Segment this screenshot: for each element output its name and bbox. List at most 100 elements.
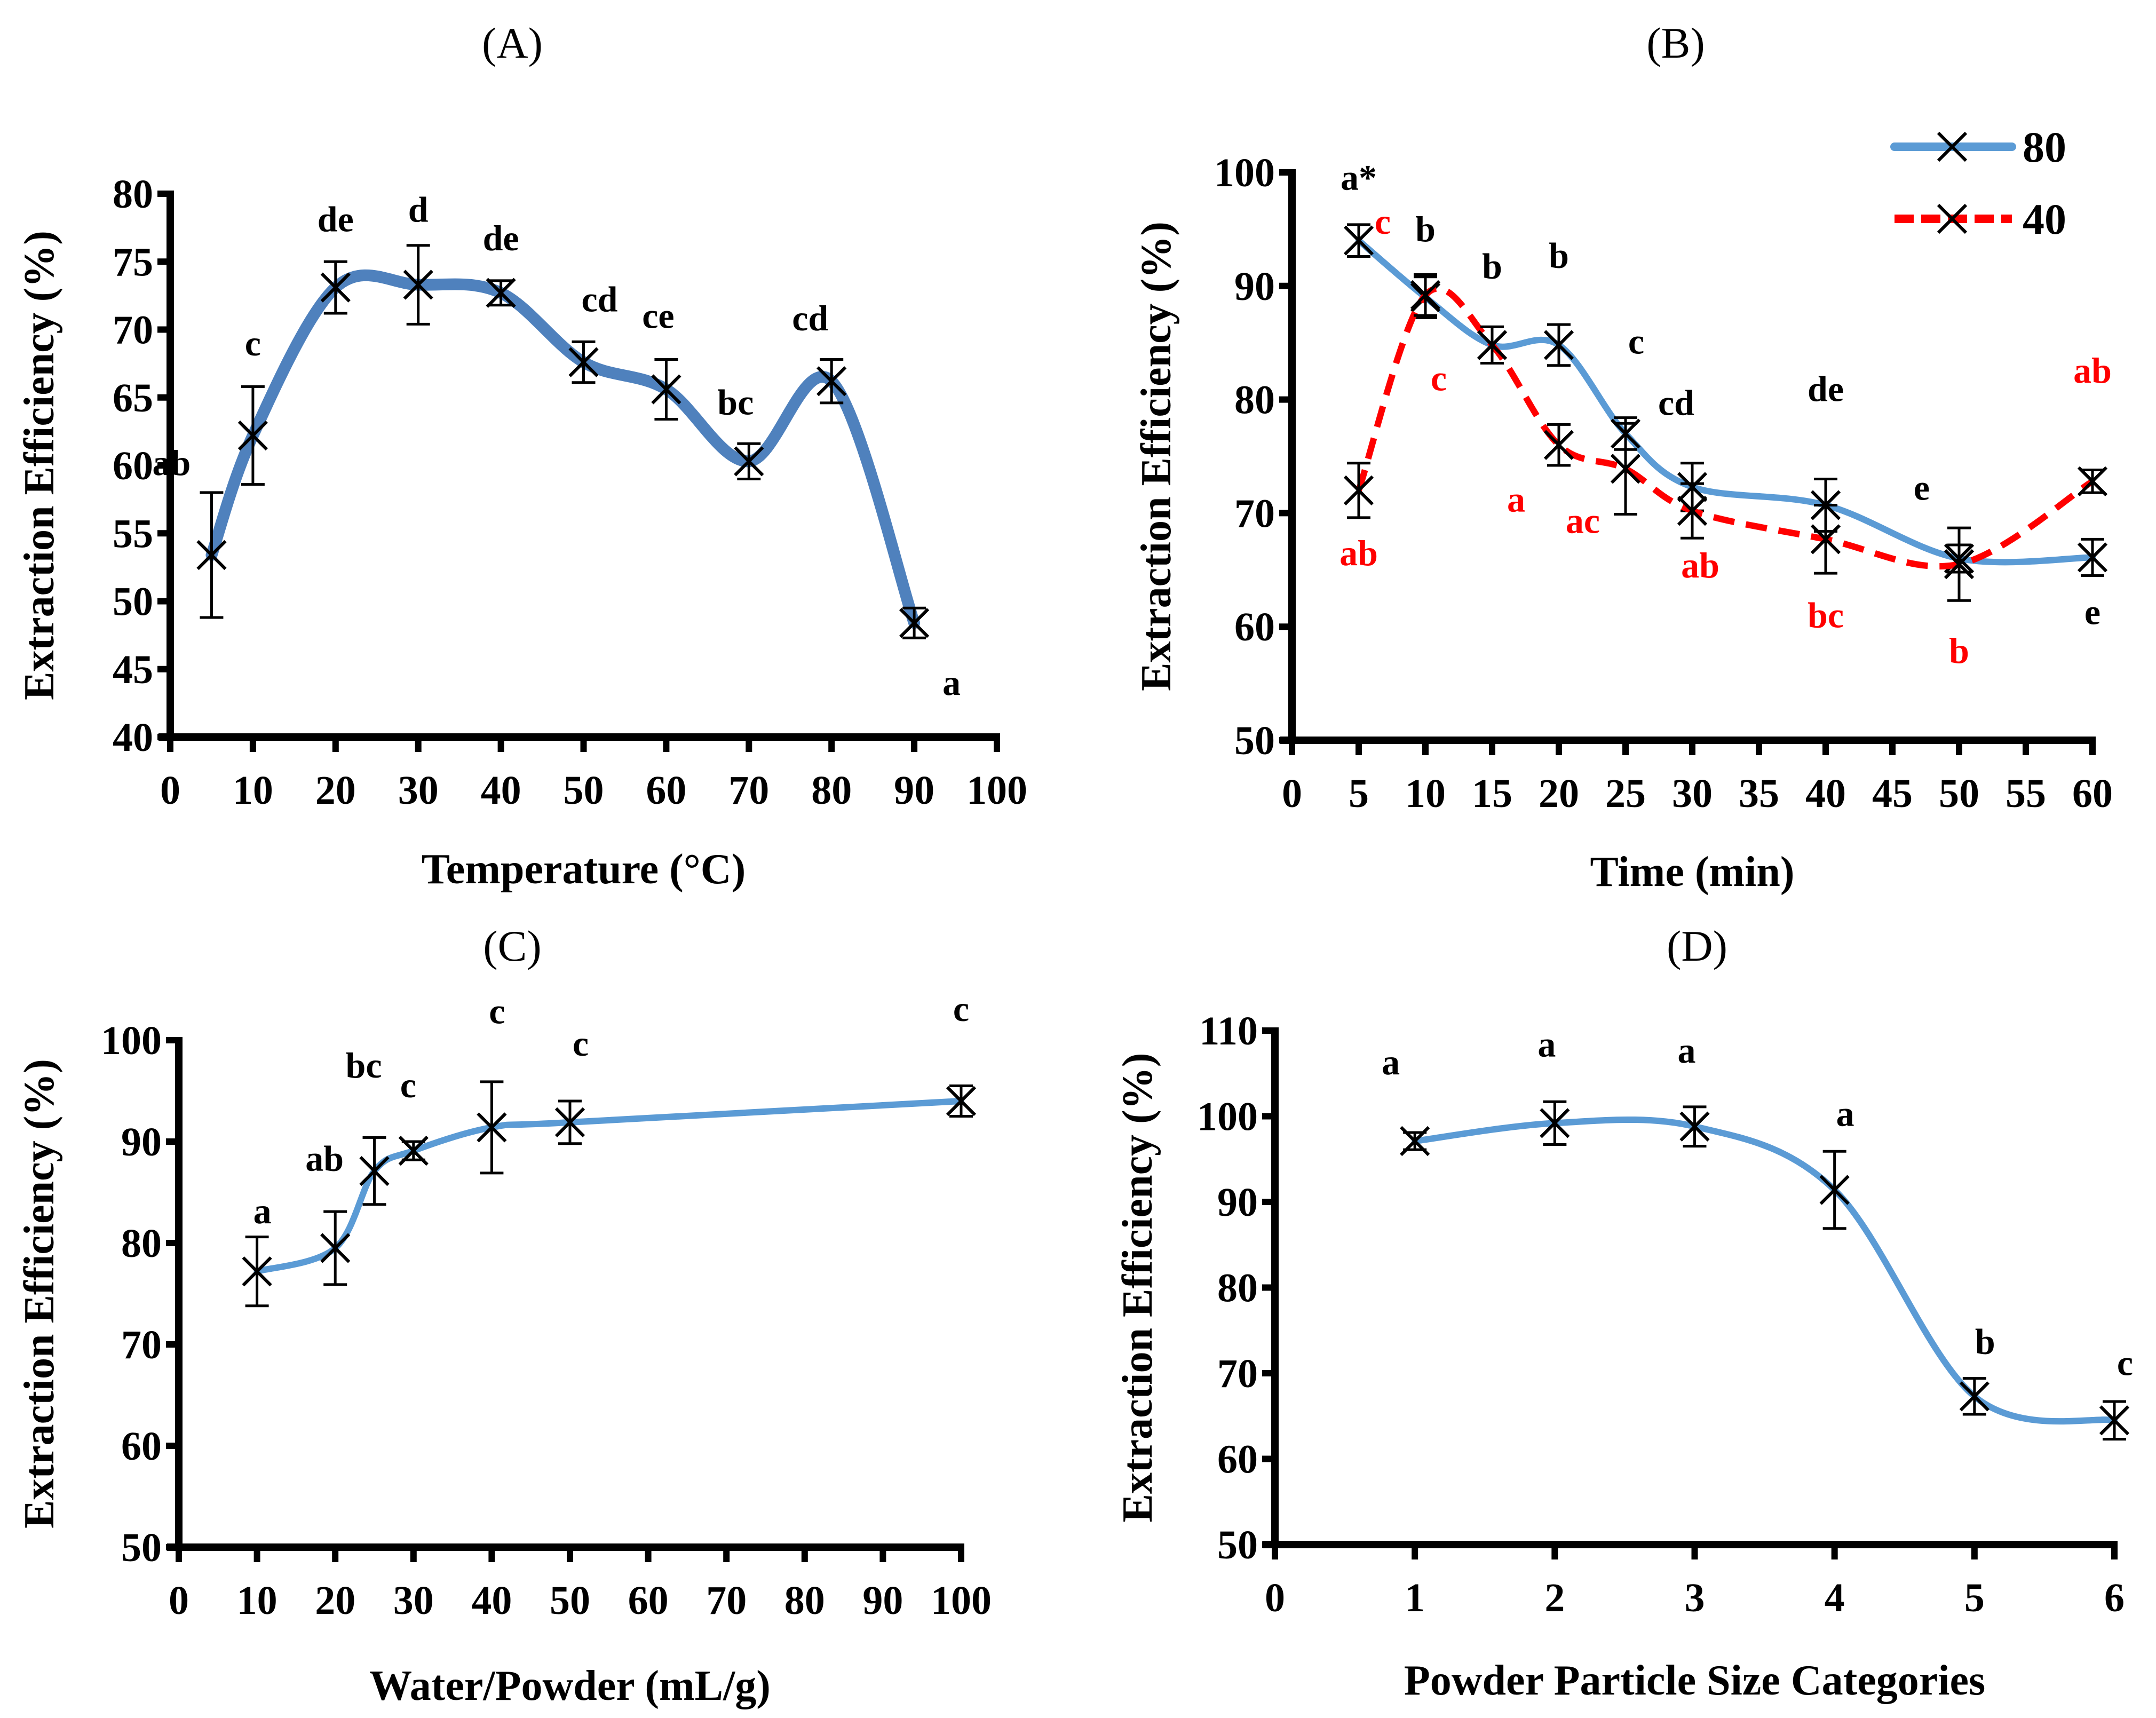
x-tick-label: 0 xyxy=(169,1578,189,1623)
significance-label: a xyxy=(1382,1042,1400,1082)
x-tick-label: 100 xyxy=(966,768,1027,813)
significance-label: ab xyxy=(305,1138,344,1179)
y-tick-label: 50 xyxy=(113,580,153,624)
x-marker xyxy=(1477,330,1508,360)
significance-label: a xyxy=(253,1191,272,1231)
data-point: a xyxy=(1382,1042,1430,1157)
x-axis-title: Temperature (°C) xyxy=(422,846,746,893)
x-tick-label: 0 xyxy=(160,768,180,813)
y-axis-title: Extraction Efficiency (%) xyxy=(16,231,63,700)
x-tick-label: 60 xyxy=(2072,771,2113,816)
data-point: b xyxy=(1944,526,1975,671)
legend-item: 40 xyxy=(1895,195,2066,243)
series-line xyxy=(205,269,921,629)
data-point: a xyxy=(899,606,961,703)
x-tick-label: 25 xyxy=(1605,771,1646,816)
significance-label: ab xyxy=(1339,533,1378,573)
significance-label: c xyxy=(489,991,505,1031)
y-axis-title: Extraction Efficiency (%) xyxy=(16,1059,63,1529)
legend-label: 80 xyxy=(2023,123,2066,171)
x-axis-title: Powder Particle Size Categories xyxy=(1404,1657,1985,1704)
x-axis-title: Time (min) xyxy=(1590,849,1795,896)
significance-label: bc xyxy=(346,1045,382,1086)
x-marker xyxy=(359,1155,390,1186)
x-tick-label: 10 xyxy=(233,768,273,813)
legend-label: 40 xyxy=(2023,195,2066,243)
y-tick-label: 50 xyxy=(1217,1523,1258,1567)
y-axis-title: Extraction Efficiency (%) xyxy=(1114,1053,1161,1523)
x-tick-label: 1 xyxy=(1405,1576,1425,1620)
data-point: a xyxy=(1537,1024,1570,1146)
data-point: bc xyxy=(346,1045,390,1206)
significance-label: c xyxy=(400,1065,416,1105)
x-marker xyxy=(403,270,433,300)
y-tick-label: 65 xyxy=(113,376,153,421)
data-point: ab xyxy=(1339,462,1378,573)
y-tick-label: 100 xyxy=(1197,1095,1258,1139)
x-marker xyxy=(1677,496,1708,526)
x-marker xyxy=(946,1086,977,1117)
x-tick-label: 5 xyxy=(1349,771,1369,816)
data-point: cd xyxy=(792,298,847,405)
significance-label: b xyxy=(1415,209,1436,249)
x-tick-label: 100 xyxy=(931,1578,992,1623)
y-tick-label: 80 xyxy=(1217,1266,1258,1311)
x-tick-label: 40 xyxy=(471,1578,512,1623)
data-point: c xyxy=(237,323,268,486)
significance-label: a xyxy=(1537,1024,1556,1064)
significance-label: de xyxy=(483,218,519,258)
x-tick-label: 45 xyxy=(1872,771,1913,816)
panel-title: (C) xyxy=(483,922,541,970)
y-tick-label: 90 xyxy=(121,1120,162,1165)
x-marker xyxy=(568,347,599,377)
x-tick-label: 20 xyxy=(315,768,356,813)
x-tick-label: 20 xyxy=(315,1578,355,1623)
data-point: e xyxy=(2077,537,2108,632)
x-marker xyxy=(1540,1108,1570,1138)
panel-title: (D) xyxy=(1667,922,1727,970)
series-line xyxy=(1412,1116,2118,1425)
x-tick-label: 30 xyxy=(398,768,439,813)
x-tick-label: 20 xyxy=(1539,771,1579,816)
data-point: c xyxy=(1375,201,1441,317)
data-point: c xyxy=(398,1065,429,1166)
y-tick-label: 100 xyxy=(1214,151,1275,195)
x-tick-label: 4 xyxy=(1825,1576,1845,1620)
x-tick-label: 3 xyxy=(1685,1576,1705,1620)
significance-label: ac xyxy=(1566,500,1600,541)
significance-label: ab xyxy=(1681,545,1719,585)
y-tick-label: 55 xyxy=(113,511,153,556)
significance-label: c xyxy=(953,988,969,1029)
x-tick-label: 90 xyxy=(894,768,934,813)
significance-label: a xyxy=(942,662,961,703)
x-tick-label: 2 xyxy=(1544,1576,1565,1620)
data-point: b xyxy=(1543,235,1574,367)
y-tick-label: 100 xyxy=(101,1018,162,1063)
x-marker xyxy=(398,1135,429,1166)
x-tick-label: 6 xyxy=(2104,1576,2125,1620)
series-line xyxy=(1356,237,2096,566)
x-tick-label: 70 xyxy=(728,768,769,813)
significance-label: cd xyxy=(1658,382,1694,423)
x-marker xyxy=(242,1256,272,1287)
y-tick-label: 90 xyxy=(1234,264,1275,309)
x-marker xyxy=(554,1107,585,1138)
legend-marker xyxy=(1937,131,1968,162)
data-point: c xyxy=(554,1023,589,1145)
x-tick-label: 10 xyxy=(1405,771,1446,816)
x-marker xyxy=(2077,466,2108,496)
significance-label: b xyxy=(1482,246,1502,286)
x-tick-label: 50 xyxy=(550,1578,590,1623)
x-marker xyxy=(320,272,351,303)
significance-label: a* xyxy=(1341,157,1377,198)
x-tick-label: 30 xyxy=(1672,771,1713,816)
x-marker xyxy=(320,1233,351,1263)
data-point: cd xyxy=(1658,382,1708,512)
y-tick-label: 45 xyxy=(113,647,153,692)
x-tick-label: 50 xyxy=(564,768,604,813)
significance-label: a xyxy=(1836,1094,1854,1134)
x-tick-label: 0 xyxy=(1282,771,1302,816)
x-tick-label: 90 xyxy=(862,1578,903,1623)
x-marker xyxy=(1944,549,1975,580)
